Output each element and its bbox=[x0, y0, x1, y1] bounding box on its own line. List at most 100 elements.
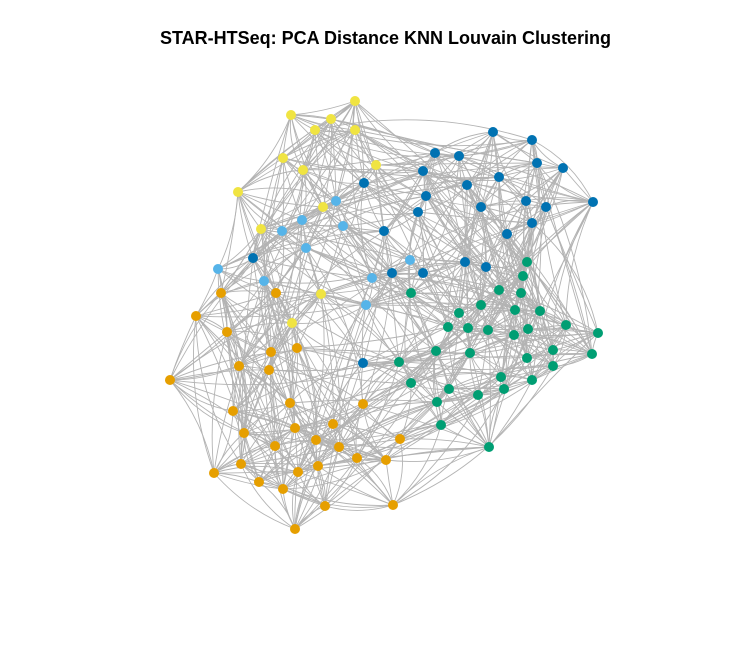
network-edge bbox=[297, 471, 394, 506]
network-edge bbox=[536, 162, 594, 203]
node-green bbox=[510, 305, 520, 315]
network-edge bbox=[169, 351, 272, 381]
network-edge bbox=[354, 100, 482, 208]
network-edge bbox=[383, 230, 567, 326]
network-edge bbox=[469, 332, 599, 354]
node-yellow bbox=[326, 114, 336, 124]
network-edge bbox=[335, 100, 356, 202]
network-edge bbox=[422, 170, 500, 180]
node-orange bbox=[236, 459, 246, 469]
node-green bbox=[587, 349, 597, 359]
network-edge bbox=[296, 326, 449, 349]
network-edge bbox=[263, 280, 367, 306]
network-edge bbox=[294, 457, 358, 530]
network-edge bbox=[354, 100, 436, 154]
node-lightblue bbox=[405, 255, 415, 265]
network-edge bbox=[410, 184, 468, 294]
node-darkblue bbox=[248, 253, 258, 263]
network-edge bbox=[469, 292, 522, 354]
network-edge bbox=[356, 457, 394, 506]
node-orange bbox=[270, 441, 280, 451]
network-edge bbox=[238, 219, 303, 367]
node-lightblue bbox=[301, 243, 311, 253]
network-edge bbox=[477, 324, 567, 396]
network-edge bbox=[263, 195, 427, 282]
network-edge bbox=[488, 379, 533, 448]
network-edge bbox=[422, 272, 502, 378]
network-edge bbox=[260, 228, 276, 447]
network-edge bbox=[290, 100, 356, 116]
network-edge bbox=[362, 362, 442, 426]
network-edge bbox=[220, 292, 319, 467]
network-edge bbox=[488, 310, 541, 448]
node-darkblue bbox=[476, 202, 486, 212]
network-edge bbox=[447, 206, 482, 328]
network-edge bbox=[320, 293, 364, 364]
network-edge bbox=[240, 446, 340, 465]
network-edge bbox=[169, 350, 400, 381]
node-orange bbox=[292, 343, 302, 353]
network-edge bbox=[440, 388, 505, 426]
node-yellow bbox=[371, 160, 381, 170]
network-edge bbox=[448, 388, 490, 448]
network-edge bbox=[260, 225, 344, 234]
network-edge bbox=[213, 472, 296, 530]
node-darkblue bbox=[359, 178, 369, 188]
network-edge bbox=[296, 347, 394, 506]
network-edge bbox=[305, 247, 364, 405]
network-edge bbox=[464, 131, 494, 263]
network-edge bbox=[252, 257, 373, 279]
node-orange bbox=[290, 423, 300, 433]
network-edge bbox=[294, 423, 334, 530]
network-edge bbox=[324, 272, 393, 507]
network-edge bbox=[360, 182, 373, 279]
network-edge bbox=[294, 446, 340, 530]
network-edge bbox=[270, 292, 279, 353]
network-edge bbox=[301, 118, 332, 221]
network-edge bbox=[526, 201, 594, 263]
node-darkblue bbox=[481, 262, 491, 272]
network-edge bbox=[291, 304, 367, 324]
network-edge bbox=[260, 170, 424, 230]
node-darkblue bbox=[588, 197, 598, 207]
network-edge bbox=[193, 315, 215, 474]
network-edge bbox=[296, 347, 317, 441]
network-edge bbox=[399, 438, 490, 448]
network-edge bbox=[448, 365, 554, 390]
network-edge bbox=[500, 310, 541, 378]
node-darkblue bbox=[418, 268, 428, 278]
node-orange bbox=[271, 288, 281, 298]
network-edge bbox=[464, 261, 469, 329]
network-edge bbox=[422, 170, 533, 224]
network-edge bbox=[320, 272, 424, 295]
network-edge bbox=[282, 459, 387, 490]
network-edge bbox=[324, 388, 505, 507]
network-edge bbox=[488, 332, 599, 448]
network-edge bbox=[260, 228, 298, 349]
node-green bbox=[432, 397, 442, 407]
node-yellow bbox=[286, 110, 296, 120]
node-darkblue bbox=[413, 207, 423, 217]
node-green bbox=[473, 390, 483, 400]
network-edge bbox=[332, 272, 393, 425]
network-edge bbox=[371, 201, 594, 279]
network-edge bbox=[338, 362, 364, 448]
network-edge bbox=[217, 206, 324, 270]
node-orange bbox=[311, 435, 321, 445]
network-edge bbox=[498, 176, 528, 359]
node-green bbox=[444, 384, 454, 394]
node-darkblue bbox=[421, 191, 431, 201]
network-edge bbox=[410, 352, 471, 384]
network-edge bbox=[436, 376, 502, 403]
network-edge bbox=[525, 200, 554, 367]
network-edge bbox=[320, 293, 400, 363]
network-edge bbox=[417, 211, 460, 314]
network-edge bbox=[294, 439, 317, 530]
network-edge bbox=[399, 388, 450, 440]
network-edge bbox=[297, 382, 412, 473]
network-edge bbox=[281, 157, 285, 232]
network-edge bbox=[466, 184, 527, 202]
network-edge bbox=[282, 118, 332, 159]
node-green bbox=[406, 378, 416, 388]
